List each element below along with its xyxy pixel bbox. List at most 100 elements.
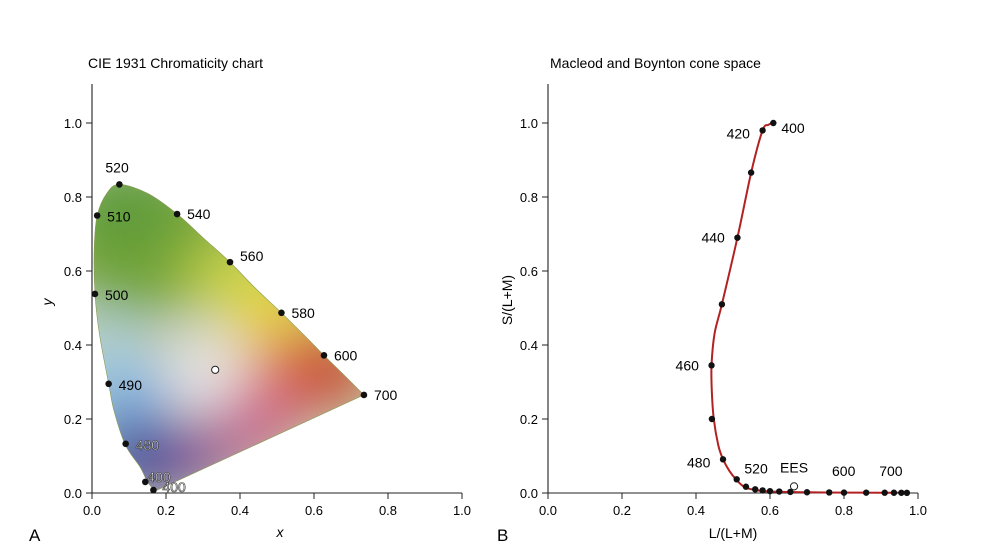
panel-a-y-tick-label: 0.8 bbox=[64, 190, 82, 205]
wavelength-point-600 bbox=[320, 352, 328, 359]
wavelength-point-400 bbox=[150, 486, 157, 494]
panel-b-points bbox=[708, 119, 911, 497]
wavelength-label: 460 bbox=[676, 357, 700, 373]
wavelength-label: 600 bbox=[334, 347, 358, 363]
locus-point bbox=[826, 489, 833, 496]
panel-a-title: CIE 1931 Chromaticity chart bbox=[88, 55, 263, 71]
wavelength-label: 560 bbox=[240, 248, 264, 264]
wavelength-point-580 bbox=[278, 309, 285, 317]
wavelength-point-480 bbox=[122, 440, 129, 448]
panel-a-ticks: 0.00.0 0.2 0.2 0.4 0.4 0.6 0.6 0.8 0.8 1.0 1.0 bbox=[64, 116, 471, 518]
locus-point bbox=[898, 489, 905, 496]
wavelength-label: 580 bbox=[291, 305, 315, 321]
panel-a-y-tick-label: 1.0 bbox=[64, 116, 82, 131]
wavelength-label: 490 bbox=[119, 377, 143, 393]
panel-a-x-tick-label: 0.6 bbox=[305, 503, 323, 518]
wavelength-label: 510 bbox=[107, 209, 131, 225]
panel-b-x-tick-label: 0.0 bbox=[539, 503, 557, 518]
wavelength-label: 540 bbox=[187, 206, 211, 222]
locus-point bbox=[766, 487, 774, 495]
panel-a-letter: A bbox=[29, 526, 41, 545]
panel-a-y-tick-label: 0.0 bbox=[64, 486, 82, 501]
panel-a-x-label: x bbox=[276, 524, 285, 540]
panel-a-x-tick-label: 1.0 bbox=[453, 503, 471, 518]
locus-point bbox=[759, 127, 766, 134]
locus-point bbox=[770, 119, 777, 127]
panel-a-y-tick-label: 0.6 bbox=[64, 264, 82, 279]
locus-point bbox=[759, 487, 766, 494]
locus-point bbox=[734, 234, 741, 241]
panel-b-y-label: S/(L+M) bbox=[499, 275, 515, 325]
panel-a-y-tick-label: 0.4 bbox=[64, 338, 82, 353]
panel-b-y-tick-label: 0.6 bbox=[520, 264, 538, 279]
wavelength-label: 480 bbox=[687, 454, 711, 470]
wavelength-label: EES bbox=[780, 460, 808, 476]
panel-b-y-tick-label: 0.4 bbox=[520, 338, 538, 353]
panel-a: CIE 1931 Chromaticity chart 0.00.00.20. bbox=[29, 55, 471, 545]
locus-point bbox=[840, 489, 848, 496]
panel-a-points bbox=[91, 181, 368, 494]
wavelength-label: 600 bbox=[832, 463, 856, 479]
panel-b-x-tick-label: 0.6 bbox=[761, 503, 779, 518]
wavelength-point-700 bbox=[360, 391, 368, 399]
wavelength-label: 700 bbox=[374, 387, 398, 403]
panel-a-y-tick-label: 0.2 bbox=[64, 412, 82, 427]
panel-b-y-tick-label: 0.8 bbox=[520, 190, 538, 205]
panel-b-title: Macleod and Boynton cone space bbox=[550, 55, 761, 71]
wavelength-point-500 bbox=[91, 290, 99, 298]
white-point-marker bbox=[211, 365, 220, 374]
panel-b-x-tick-label: 0.4 bbox=[687, 503, 705, 518]
wavelength-point-510 bbox=[93, 212, 101, 219]
wavelength-point-540 bbox=[173, 210, 181, 218]
locus-point bbox=[718, 301, 726, 308]
panel-b-x-tick-label: 1.0 bbox=[909, 503, 927, 518]
wavelength-label: 700 bbox=[879, 463, 903, 479]
wavelength-label: 500 bbox=[105, 287, 129, 303]
panel-b-y-tick-label: 0.2 bbox=[520, 412, 538, 427]
locus-point bbox=[752, 486, 759, 493]
wavelength-point-560 bbox=[226, 258, 234, 266]
locus-point bbox=[733, 476, 740, 483]
wavelength-label: 480 bbox=[136, 437, 160, 453]
panel-a-y-label: y bbox=[39, 298, 55, 307]
locus-point bbox=[881, 489, 888, 496]
panel-a-x-tick-label: 0.2 bbox=[157, 503, 175, 518]
wavelength-label: 440 bbox=[701, 230, 725, 246]
panel-b-x-tick-label: 0.2 bbox=[613, 503, 631, 518]
locus-point bbox=[890, 489, 898, 496]
wavelength-label: 400 bbox=[781, 120, 805, 136]
panel-b-y-tick-label: 1.0 bbox=[520, 116, 538, 131]
wavelength-point-400 bbox=[141, 478, 149, 486]
panel-a-x-tick-label: 0.4 bbox=[231, 503, 249, 518]
wavelength-label: 400 bbox=[147, 469, 171, 485]
wavelength-label: 520 bbox=[105, 159, 129, 175]
locus-point bbox=[903, 489, 911, 497]
panel-a-x-tick-label: 0.0 bbox=[83, 503, 101, 518]
wavelength-label: 420 bbox=[727, 125, 751, 141]
wavelength-label: 400 bbox=[162, 479, 186, 495]
panel-b-x-tick-label: 0.8 bbox=[835, 503, 853, 518]
panel-b-y-tick-label: 0.0 bbox=[520, 486, 538, 501]
panel-b-x-label: L/(L+M) bbox=[709, 525, 758, 541]
wavelength-point-490 bbox=[105, 380, 112, 388]
panel-b-ticks: 0.00.0 0.2 0.2 0.4 0.4 0.6 0.6 0.8 0.8 1.0 1.0 bbox=[520, 116, 927, 518]
panel-b-point-labels: 400 420 440 460 480 520 EES 600 700 bbox=[676, 120, 903, 479]
panel-a-x-tick-label: 0.8 bbox=[379, 503, 397, 518]
panel-b-letter: B bbox=[497, 526, 508, 545]
spectral-locus bbox=[93, 184, 365, 492]
spectrum-locus-line bbox=[710, 122, 907, 494]
locus-point bbox=[787, 488, 794, 496]
locus-point bbox=[708, 415, 716, 423]
wavelength-label: 520 bbox=[744, 460, 768, 476]
locus-point bbox=[776, 488, 783, 495]
locus-point bbox=[719, 456, 727, 463]
locus-point bbox=[747, 169, 755, 176]
ees-point-marker bbox=[789, 482, 799, 491]
locus-point bbox=[742, 483, 750, 490]
locus-point bbox=[803, 489, 811, 496]
panel-b: Macleod and Boynton cone space 0.00.0 0.2… bbox=[497, 55, 927, 545]
locus-point bbox=[863, 489, 870, 496]
wavelength-point-520 bbox=[116, 181, 123, 188]
